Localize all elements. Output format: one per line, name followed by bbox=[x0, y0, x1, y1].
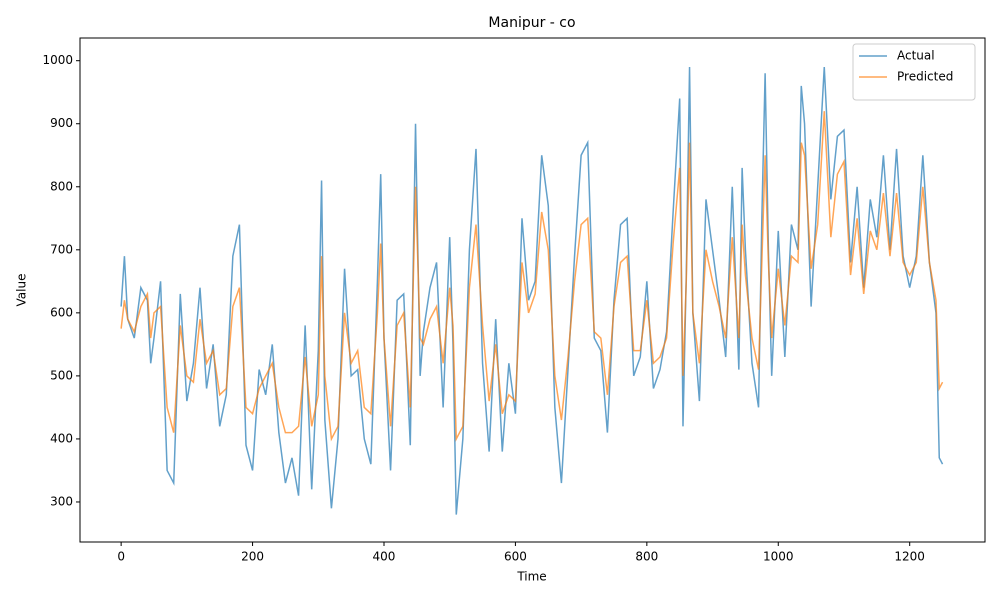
legend-label: Actual bbox=[897, 49, 935, 63]
y-tick-label: 300 bbox=[50, 494, 73, 508]
data-line bbox=[120, 66, 944, 515]
y-tick-label: 400 bbox=[50, 431, 73, 445]
x-tick-label: 1000 bbox=[763, 550, 794, 564]
x-tick-label: 600 bbox=[504, 550, 527, 564]
y-tick-label: 800 bbox=[50, 179, 73, 193]
x-axis-label: Time bbox=[516, 570, 546, 584]
legend-box bbox=[852, 43, 976, 101]
data-line bbox=[120, 111, 944, 442]
x-tick-label: 1200 bbox=[894, 550, 925, 564]
x-tick-label: 0 bbox=[117, 550, 125, 564]
plot-frame bbox=[79, 37, 986, 543]
x-tick-label: 200 bbox=[241, 550, 264, 564]
x-tick-label: 800 bbox=[635, 550, 658, 564]
y-tick-label: 700 bbox=[50, 242, 73, 256]
chart-title: Manipur - co bbox=[488, 15, 575, 31]
legend-label: Predicted bbox=[897, 70, 953, 84]
y-tick-label: 600 bbox=[50, 305, 73, 319]
y-tick-label: 900 bbox=[50, 116, 73, 130]
y-axis-label: Value bbox=[15, 274, 29, 307]
y-tick-label: 500 bbox=[50, 368, 73, 382]
x-tick-label: 400 bbox=[373, 550, 396, 564]
y-tick-label: 1000 bbox=[42, 53, 73, 67]
